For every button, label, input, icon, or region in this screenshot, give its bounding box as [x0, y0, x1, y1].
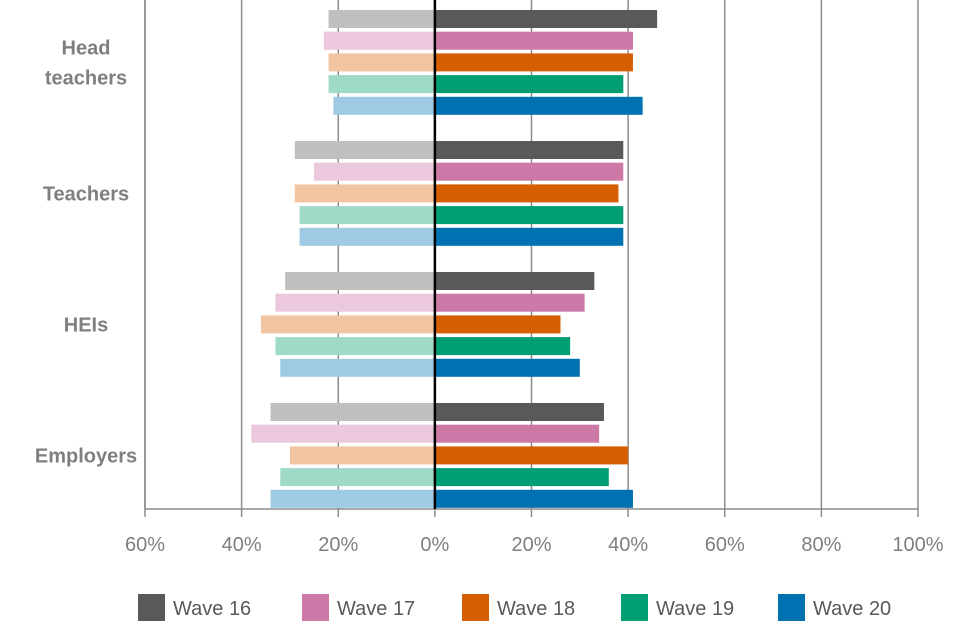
- bar-positive-0-2: [434, 53, 633, 72]
- bar-negative-3-4: [270, 489, 435, 508]
- bar-positive-3-0: [434, 403, 604, 421]
- bar-positive-1-2: [434, 184, 619, 203]
- bar-negative-1-3: [299, 206, 435, 225]
- category-labels: Head teachers Teachers HEIs Employers: [35, 37, 137, 467]
- x-tick-label: 40%: [608, 534, 648, 556]
- category-label: Head teachers: [45, 37, 127, 89]
- bar-negative-0-0: [328, 10, 435, 28]
- bar-negative-1-4: [299, 227, 435, 246]
- bar-positive-2-3: [434, 337, 571, 356]
- x-tick-label: 20%: [318, 534, 358, 556]
- axes: [144, 0, 919, 517]
- bar-negative-3-2: [289, 446, 435, 465]
- x-tick-label: 40%: [222, 534, 262, 556]
- bar-positive-2-1: [434, 293, 585, 312]
- bar-positive-1-3: [434, 206, 624, 225]
- category-label: HEIs: [64, 314, 108, 336]
- bar-negative-2-3: [275, 337, 435, 356]
- legend-swatch-1: [302, 594, 329, 621]
- bar-positive-2-2: [434, 315, 561, 334]
- bar-positive-1-1: [434, 162, 624, 181]
- legend-label: Wave 16: [173, 598, 251, 620]
- x-tick-label: 60%: [705, 534, 745, 556]
- legend-label: Wave 17: [337, 598, 415, 620]
- bar-positive-2-0: [434, 272, 595, 290]
- bar-negative-1-2: [294, 184, 435, 203]
- legend: Wave 16 Wave 17 Wave 18 Wave 19 Wave 20: [138, 594, 891, 621]
- x-tick-label: 80%: [801, 534, 841, 556]
- bar-negative-2-1: [275, 293, 435, 312]
- bar-positive-3-2: [434, 446, 629, 465]
- bar-positive-3-1: [434, 424, 600, 443]
- legend-swatch-0: [138, 594, 165, 621]
- x-tick-label: 100%: [892, 534, 943, 556]
- legend-label: Wave 19: [656, 598, 734, 620]
- category-label: Employers: [35, 445, 137, 467]
- bar-positive-0-3: [434, 75, 624, 94]
- bar-negative-2-2: [260, 315, 435, 334]
- bar-negative-3-3: [280, 468, 435, 487]
- bar-positive-0-4: [434, 96, 643, 115]
- legend-label: Wave 20: [813, 598, 891, 620]
- bar-positive-3-3: [434, 468, 609, 487]
- bar-positive-0-1: [434, 31, 633, 50]
- bar-positive-1-0: [434, 141, 624, 159]
- category-label: Teachers: [43, 183, 129, 205]
- legend-swatch-4: [778, 594, 805, 621]
- bar-positive-3-4: [434, 489, 633, 508]
- bar-negative-0-2: [328, 53, 435, 72]
- bar-positive-1-4: [434, 227, 624, 246]
- x-tick-label: 60%: [125, 534, 165, 556]
- bar-negative-0-3: [328, 75, 435, 94]
- x-tick-labels: 60% 40% 20% 0% 20% 40% 60% 80% 100%: [125, 534, 944, 556]
- bars: [251, 10, 658, 508]
- legend-label: Wave 18: [497, 598, 575, 620]
- bar-negative-1-0: [294, 141, 435, 159]
- bar-negative-3-0: [270, 403, 435, 421]
- bar-negative-3-1: [251, 424, 435, 443]
- bar-negative-2-4: [280, 358, 435, 377]
- bar-negative-0-1: [323, 31, 435, 50]
- bar-negative-0-4: [333, 96, 435, 115]
- bar-negative-1-1: [314, 162, 435, 181]
- x-tick-label: 20%: [511, 534, 551, 556]
- x-tick-label: 0%: [420, 534, 449, 556]
- legend-swatch-3: [621, 594, 648, 621]
- bar-negative-2-0: [285, 272, 435, 290]
- bar-positive-0-0: [434, 10, 658, 28]
- bar-positive-2-4: [434, 358, 580, 377]
- legend-swatch-2: [462, 594, 489, 621]
